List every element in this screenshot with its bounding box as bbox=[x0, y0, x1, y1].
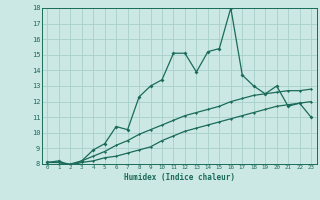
X-axis label: Humidex (Indice chaleur): Humidex (Indice chaleur) bbox=[124, 173, 235, 182]
